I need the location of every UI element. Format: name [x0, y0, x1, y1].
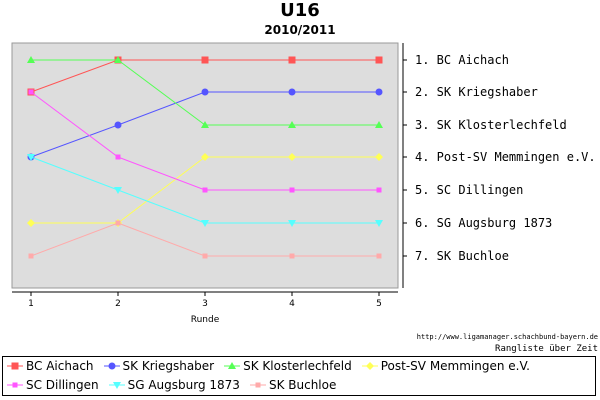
chart-legend: BC Aichach SK Kriegshaber SK Klosterlechfe… [2, 356, 596, 396]
legend-label: Post-SV Memmingen e.V. [380, 359, 530, 373]
legend-label: SC Dillingen [26, 378, 99, 392]
legend-item: BC Aichach [7, 359, 94, 373]
data-point [115, 154, 121, 160]
data-point [288, 88, 296, 96]
legend-row: BC Aichach SK Kriegshaber SK Klosterlechfe… [7, 359, 540, 373]
chart-subtitle: 2010/2011 [264, 23, 336, 37]
x-tick-label: 3 [202, 299, 208, 309]
data-point [27, 56, 35, 63]
legend-item: SK Klosterlechfeld [224, 359, 352, 373]
rank-label: 2. SK Kriegshaber [415, 85, 538, 99]
data-point [114, 187, 122, 194]
legend-swatch [361, 362, 378, 370]
legend-label: BC Aichach [26, 359, 94, 373]
legend-swatch [108, 382, 125, 389]
data-point [289, 187, 295, 193]
legend-item: SG Augsburg 1873 [108, 378, 240, 392]
data-point [201, 88, 209, 96]
data-point [376, 187, 382, 193]
rank-label: 4. Post-SV Memmingen e.V. [415, 150, 596, 164]
data-point [288, 121, 296, 128]
data-point [376, 253, 382, 259]
x-tick-label: 5 [376, 299, 382, 309]
legend-item: SK Buchloe [249, 378, 337, 392]
rank-label: 7. SK Buchloe [415, 249, 509, 263]
legend-item: SC Dillingen [7, 378, 99, 392]
data-point [289, 253, 295, 259]
plot-area [11, 42, 399, 289]
data-point [375, 153, 383, 161]
data-point [375, 121, 383, 128]
data-point [202, 187, 208, 193]
legend-label: SK Buchloe [268, 378, 337, 392]
legend-item: SK Kriegshaber [103, 359, 215, 373]
data-point [288, 153, 296, 161]
x-tick-label: 4 [289, 299, 295, 309]
data-point [288, 56, 296, 64]
rank-label: 1. BC Aichach [415, 53, 509, 67]
data-point [375, 220, 383, 227]
rank-label: 6. SG Augsburg 1873 [415, 216, 552, 230]
legend-swatch [7, 362, 23, 370]
x-tick-label: 1 [28, 299, 34, 309]
x-tick-label: 2 [115, 299, 121, 309]
legend-row: SC Dillingen SG Augsburg 1873 SK Buchloe [7, 378, 346, 392]
data-point [28, 89, 34, 95]
chart-title: U16 [280, 0, 320, 21]
legend-swatch [103, 362, 120, 370]
x-axis-label: Runde [191, 315, 220, 325]
data-point [201, 153, 209, 161]
data-point [375, 88, 383, 96]
data-point [114, 56, 122, 63]
data-point [375, 56, 383, 64]
data-point [27, 154, 35, 161]
legend-swatch [224, 362, 241, 369]
legend-label: SK Klosterlechfeld [243, 359, 352, 373]
legend-label: SK Kriegshaber [122, 359, 215, 373]
data-point [201, 56, 209, 64]
legend-swatch [249, 382, 266, 388]
data-point [202, 253, 208, 259]
data-point [114, 121, 122, 129]
rank-label: 5. SC Dillingen [415, 183, 523, 197]
data-point [115, 220, 121, 226]
legend-swatch [7, 382, 23, 388]
data-point [27, 219, 35, 227]
data-point [288, 220, 296, 227]
data-point [28, 253, 34, 259]
source-url: http://www.ligamanager.schachbund-bayern… [416, 333, 598, 341]
legend-label: SG Augsburg 1873 [127, 378, 240, 392]
legend-item: Post-SV Memmingen e.V. [361, 359, 530, 373]
ranking-chart: 1 2 3 4 5 Runde 1. BC Aichach 2. SK Kriegshaber… [11, 42, 596, 325]
rank-label: 3. SK Klosterlechfeld [415, 118, 567, 132]
chart-caption: Rangliste über Zeit [495, 344, 598, 354]
data-point [201, 220, 209, 227]
data-point [201, 121, 209, 128]
